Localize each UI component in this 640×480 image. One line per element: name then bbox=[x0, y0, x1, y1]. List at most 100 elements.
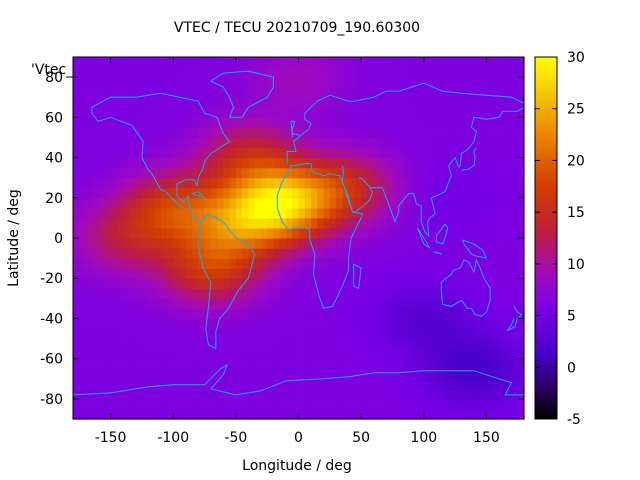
heatmap-cell bbox=[223, 358, 231, 370]
heatmap-cell bbox=[110, 167, 118, 179]
heatmap-cell bbox=[91, 177, 99, 189]
heatmap-cell bbox=[273, 167, 281, 179]
heatmap-cell bbox=[348, 368, 356, 380]
heatmap-cell bbox=[104, 97, 112, 108]
heatmap-cell bbox=[192, 268, 199, 279]
heatmap-cell bbox=[392, 398, 400, 410]
heatmap-cell bbox=[73, 97, 80, 108]
heatmap-cell bbox=[166, 187, 174, 199]
heatmap-cell bbox=[317, 197, 325, 209]
heatmap-cell bbox=[123, 388, 130, 400]
heatmap-cell bbox=[285, 268, 293, 279]
heatmap-cell bbox=[248, 348, 256, 360]
heatmap-cell bbox=[430, 398, 437, 410]
heatmap-cell bbox=[342, 197, 350, 209]
heatmap-cell bbox=[342, 338, 350, 350]
heatmap-cell bbox=[154, 107, 162, 118]
heatmap-cell bbox=[392, 97, 400, 108]
heatmap-cell bbox=[248, 248, 256, 259]
heatmap-cell bbox=[91, 87, 99, 98]
heatmap-cell bbox=[404, 328, 412, 340]
heatmap-cell bbox=[229, 87, 237, 98]
heatmap-cell bbox=[260, 308, 268, 320]
heatmap-cell bbox=[455, 197, 462, 209]
heatmap-cell bbox=[179, 167, 187, 179]
heatmap-cell bbox=[323, 117, 331, 128]
heatmap-cell bbox=[367, 248, 375, 259]
heatmap-cell bbox=[73, 227, 80, 239]
heatmap-cell bbox=[104, 318, 112, 330]
heatmap-cell bbox=[492, 227, 500, 239]
heatmap-cell bbox=[123, 147, 130, 159]
heatmap-cell bbox=[192, 197, 199, 209]
heatmap-cell bbox=[367, 167, 375, 179]
heatmap-cell bbox=[85, 157, 93, 169]
heatmap-cell bbox=[248, 298, 256, 309]
heatmap-cell bbox=[392, 117, 400, 128]
heatmap-cell bbox=[455, 77, 462, 88]
heatmap-cell bbox=[173, 238, 181, 249]
heatmap-cell bbox=[423, 197, 431, 209]
heatmap-cell bbox=[411, 147, 419, 159]
heatmap-cell bbox=[398, 107, 406, 118]
heatmap-cell bbox=[210, 57, 218, 68]
heatmap-cell bbox=[91, 398, 99, 410]
colorbar bbox=[534, 56, 558, 420]
heatmap-cell bbox=[486, 398, 494, 410]
heatmap-cell bbox=[361, 137, 368, 149]
heatmap-cell bbox=[386, 278, 394, 289]
heatmap-cell bbox=[204, 217, 212, 229]
heatmap-cell bbox=[317, 328, 325, 340]
heatmap-cell bbox=[135, 298, 143, 309]
heatmap-cell bbox=[517, 177, 525, 189]
heatmap-cell bbox=[104, 338, 112, 350]
heatmap-cell bbox=[473, 157, 481, 169]
heatmap-cell bbox=[511, 308, 519, 320]
heatmap-cell bbox=[260, 67, 268, 78]
heatmap-cell bbox=[517, 348, 525, 360]
heatmap-cell bbox=[417, 147, 425, 159]
heatmap-cell bbox=[267, 338, 275, 350]
colorbar-tick-label: 20 bbox=[567, 153, 585, 169]
heatmap-cell bbox=[448, 238, 456, 249]
heatmap-cell bbox=[217, 348, 224, 360]
heatmap-cell bbox=[398, 127, 406, 139]
heatmap-cell bbox=[348, 298, 356, 309]
heatmap-cell bbox=[242, 207, 249, 219]
heatmap-cell bbox=[73, 187, 80, 199]
heatmap-cell bbox=[386, 117, 394, 128]
heatmap-cell bbox=[442, 127, 450, 139]
heatmap-cell bbox=[455, 398, 462, 410]
heatmap-cell bbox=[298, 67, 306, 78]
heatmap-cell bbox=[248, 197, 256, 209]
heatmap-cell bbox=[173, 117, 181, 128]
heatmap-cell bbox=[254, 87, 262, 98]
heatmap-cell bbox=[141, 157, 149, 169]
heatmap-cell bbox=[455, 258, 462, 269]
heatmap-cell bbox=[104, 358, 112, 370]
heatmap-cell bbox=[329, 388, 337, 400]
heatmap-cell bbox=[304, 328, 312, 340]
heatmap-cell bbox=[436, 388, 444, 400]
heatmap-cell bbox=[79, 57, 87, 68]
heatmap-cell bbox=[323, 87, 331, 98]
heatmap-cell bbox=[398, 77, 406, 88]
heatmap-cell bbox=[473, 268, 481, 279]
heatmap-cell bbox=[123, 308, 130, 320]
heatmap-cell bbox=[204, 408, 212, 420]
heatmap-cell bbox=[367, 157, 375, 169]
heatmap-cell bbox=[129, 248, 137, 259]
heatmap-cell bbox=[367, 398, 375, 410]
heatmap-cell bbox=[141, 197, 149, 209]
heatmap-cell bbox=[373, 348, 381, 360]
heatmap-cell bbox=[511, 268, 519, 279]
heatmap-cell bbox=[505, 318, 513, 330]
heatmap-cell bbox=[185, 107, 193, 118]
heatmap-cell bbox=[192, 318, 199, 330]
heatmap-cell bbox=[267, 348, 275, 360]
heatmap-cell bbox=[166, 318, 174, 330]
heatmap-cell bbox=[154, 358, 162, 370]
heatmap-cell bbox=[116, 308, 124, 320]
heatmap-cell bbox=[217, 147, 224, 159]
heatmap-cell bbox=[104, 157, 112, 169]
